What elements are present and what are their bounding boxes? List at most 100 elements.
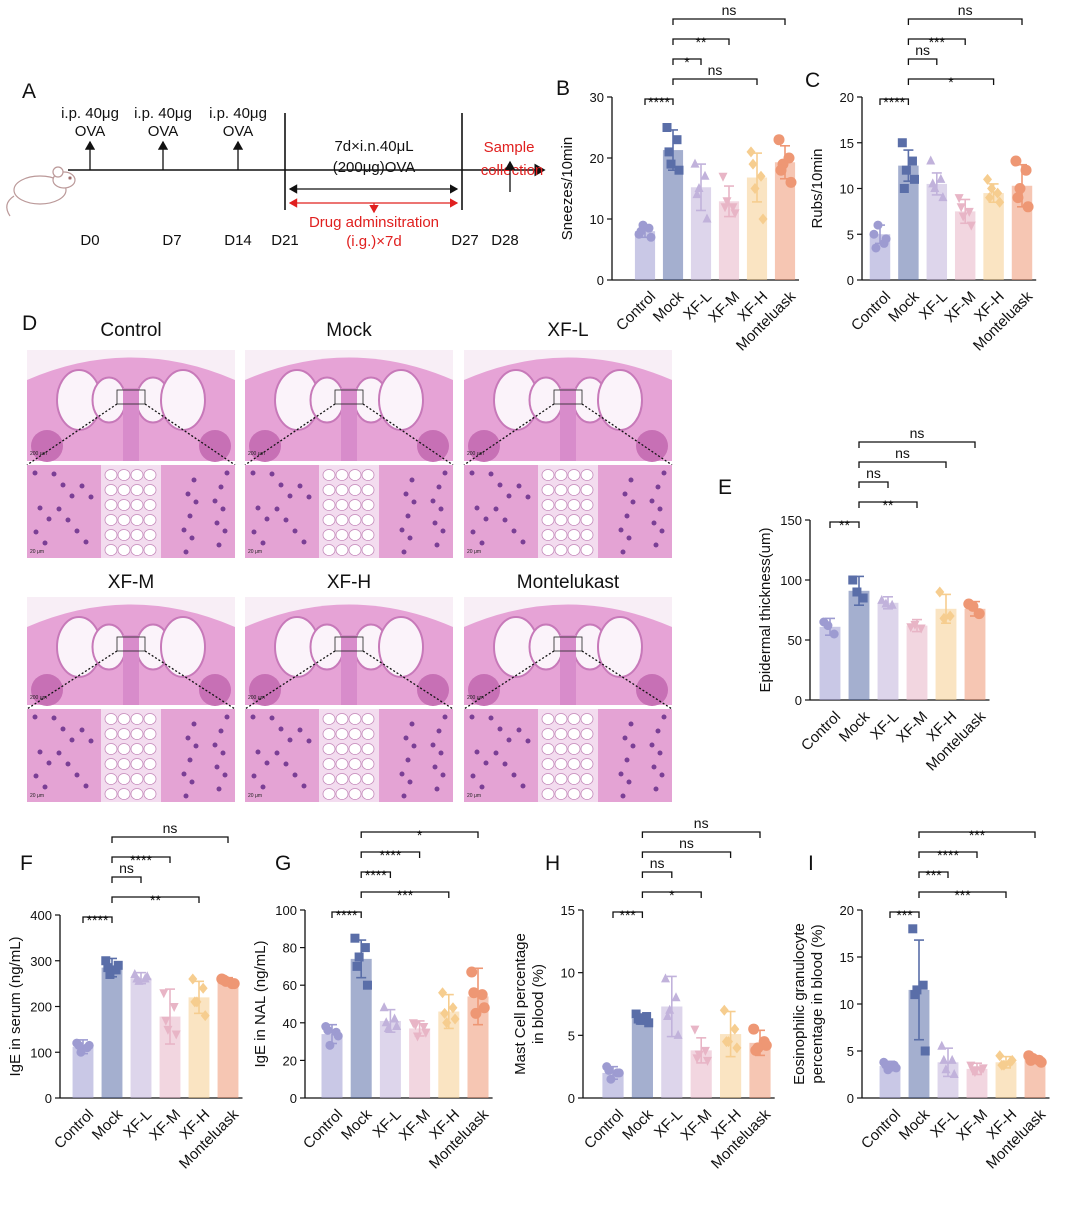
cell xyxy=(322,758,336,770)
nucleus xyxy=(32,470,38,476)
cell xyxy=(143,713,157,725)
point xyxy=(421,1028,431,1038)
point xyxy=(748,158,758,170)
timeline-panel: A i.p. 40μg OVA i.p. 40μg OVA i.p. 40μg … xyxy=(6,80,546,250)
bone xyxy=(249,674,281,706)
point xyxy=(829,629,839,639)
cell xyxy=(580,484,594,496)
nucleus xyxy=(283,517,289,523)
cell xyxy=(567,469,581,481)
point xyxy=(881,598,891,608)
nucleus xyxy=(655,728,661,734)
nucleus xyxy=(222,528,228,534)
drug-label: Drug adminsitration xyxy=(309,214,439,231)
nucleus xyxy=(651,764,657,770)
cell xyxy=(322,514,336,526)
cell xyxy=(554,499,568,511)
significance-bracket xyxy=(858,441,976,448)
zoom-box xyxy=(116,389,146,405)
cell xyxy=(143,728,157,740)
nucleus xyxy=(260,540,266,546)
point xyxy=(910,990,920,1000)
bone xyxy=(636,430,668,462)
nucleus xyxy=(525,494,531,500)
nucleus xyxy=(191,721,197,727)
significance-label: **** xyxy=(365,867,387,883)
nucleus xyxy=(260,784,266,790)
cell xyxy=(554,758,568,770)
nucleus xyxy=(274,750,280,756)
point xyxy=(362,980,372,990)
bar xyxy=(101,967,123,1098)
injection-label: OVA xyxy=(75,123,106,140)
y-tick-label: 300 xyxy=(30,954,52,969)
cell xyxy=(335,469,349,481)
y-tick-label: 30 xyxy=(590,90,604,105)
y-tick-label: 5 xyxy=(847,1044,854,1059)
point xyxy=(956,203,966,213)
cell xyxy=(335,499,349,511)
bar xyxy=(848,590,870,700)
point xyxy=(392,1021,402,1031)
cell xyxy=(322,499,336,511)
cell xyxy=(361,499,375,511)
nucleus xyxy=(488,471,494,477)
cell xyxy=(361,758,375,770)
nucleus xyxy=(251,529,257,535)
bone xyxy=(31,430,63,462)
significance-label: **** xyxy=(380,847,402,863)
nucleus xyxy=(218,484,224,490)
cell xyxy=(580,499,594,511)
nucleus xyxy=(212,742,218,748)
significance-label: *** xyxy=(929,34,946,50)
day-label: D28 xyxy=(491,232,519,249)
significance-label: * xyxy=(684,54,690,70)
y-tick-label: 150 xyxy=(780,513,802,528)
cell xyxy=(361,514,375,526)
significance-bracket xyxy=(111,896,200,903)
point xyxy=(852,587,862,597)
point xyxy=(918,980,928,990)
error-bar xyxy=(165,988,175,1045)
point xyxy=(470,1007,482,1019)
nucleus xyxy=(51,715,57,721)
y-tick-label: 5 xyxy=(568,1028,575,1043)
cell xyxy=(567,514,581,526)
cell xyxy=(130,514,144,526)
nucleus xyxy=(430,498,436,504)
significance-bracket xyxy=(829,521,860,528)
nucleus xyxy=(520,783,526,789)
nucleus xyxy=(301,539,307,545)
cell xyxy=(130,469,144,481)
nucleus xyxy=(409,477,415,483)
point xyxy=(101,956,111,966)
nucleus xyxy=(493,750,499,756)
cell xyxy=(104,743,118,755)
nucleus xyxy=(220,506,226,512)
significance-bracket xyxy=(672,38,730,45)
point xyxy=(1020,164,1032,176)
nucleus xyxy=(83,539,89,545)
point xyxy=(719,1004,729,1016)
cell xyxy=(567,499,581,511)
point xyxy=(383,1022,393,1032)
nucleus xyxy=(79,483,85,489)
significance-bracket xyxy=(907,78,995,85)
cell xyxy=(554,743,568,755)
nucleus xyxy=(222,772,228,778)
zoom-box xyxy=(116,636,146,652)
cell xyxy=(117,499,131,511)
significance-label: ns xyxy=(119,860,134,876)
nucleus xyxy=(622,491,628,497)
point xyxy=(750,1044,762,1056)
nucleus xyxy=(187,757,193,763)
significance-label: ** xyxy=(883,497,894,513)
point xyxy=(1007,1054,1017,1066)
cell xyxy=(348,728,362,740)
nucleus xyxy=(74,528,80,534)
scale-label: 20 μm xyxy=(248,549,262,555)
point xyxy=(169,1003,179,1012)
group-label: Control xyxy=(100,320,161,341)
